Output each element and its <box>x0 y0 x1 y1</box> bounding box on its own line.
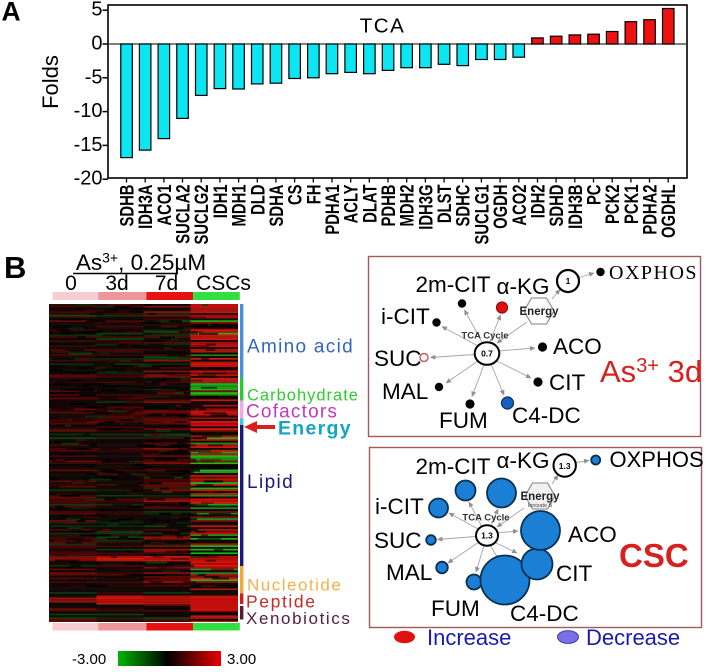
svg-text:Folds: Folds <box>38 55 63 109</box>
svg-text:TCA Cycle: TCA Cycle <box>461 331 508 342</box>
svg-text:IDH3B: IDH3B <box>565 185 586 229</box>
svg-text:α-KG: α-KG <box>496 448 549 473</box>
svg-text:Xenobiotics: Xenobiotics <box>246 609 352 628</box>
svg-text:1.3: 1.3 <box>481 531 493 541</box>
svg-text:C4-DC: C4-DC <box>512 403 581 428</box>
svg-text:B: B <box>4 250 26 285</box>
svg-text:ACLY: ACLY <box>341 184 362 223</box>
svg-text:CSC: CSC <box>619 537 689 574</box>
svg-text:Nucleotide: Nucleotide <box>247 576 342 595</box>
svg-text:IDH3G: IDH3G <box>416 185 437 230</box>
svg-text:ACO2: ACO2 <box>509 185 530 226</box>
svg-text:Cofactors: Cofactors <box>246 402 338 423</box>
svg-text:SUCLA2: SUCLA2 <box>173 185 194 244</box>
svg-text:7d: 7d <box>155 272 178 295</box>
svg-text:Energy: Energy <box>278 418 352 440</box>
svg-text:SDHC: SDHC <box>453 185 474 227</box>
svg-text:-10: -10 <box>74 100 103 122</box>
svg-text:i-CIT: i-CIT <box>381 304 430 329</box>
svg-text:PCK1: PCK1 <box>621 185 642 224</box>
svg-text:3d: 3d <box>105 272 128 295</box>
svg-text:Increase: Increase <box>427 625 511 650</box>
svg-text:0: 0 <box>65 272 77 295</box>
svg-text:PCK2: PCK2 <box>602 185 623 224</box>
svg-text:Ionizate B: Ionizate B <box>528 503 553 509</box>
svg-text:2m-CIT: 2m-CIT <box>416 454 491 479</box>
svg-text:α-KG: α-KG <box>496 274 549 299</box>
svg-text:MAL: MAL <box>382 379 428 404</box>
svg-text:PC: PC <box>584 185 605 206</box>
svg-text:PDHA2: PDHA2 <box>640 185 661 235</box>
svg-text:Decrease: Decrease <box>586 625 680 650</box>
svg-text:FUM: FUM <box>431 596 480 621</box>
svg-text:MDH2: MDH2 <box>397 185 418 227</box>
svg-text:FH: FH <box>304 185 325 205</box>
svg-text:Lipid: Lipid <box>247 472 294 493</box>
svg-text:Carbohydrate: Carbohydrate <box>247 387 359 405</box>
svg-text:0.7: 0.7 <box>481 349 493 359</box>
svg-text:2m-CIT: 2m-CIT <box>416 272 491 297</box>
svg-text:As3+ 3d: As3+ 3d <box>600 354 702 389</box>
svg-text:i-CIT: i-CIT <box>375 494 424 519</box>
svg-text:PDHA1: PDHA1 <box>322 185 343 235</box>
svg-text:FUM: FUM <box>439 408 488 433</box>
svg-text:As3+, 0.25µM: As3+, 0.25µM <box>76 250 206 276</box>
svg-text:0: 0 <box>91 33 102 55</box>
svg-text:C4-DC: C4-DC <box>510 601 579 626</box>
svg-text:TCA Cycle: TCA Cycle <box>462 513 509 524</box>
svg-text:SUC: SUC <box>374 346 422 371</box>
svg-text:-3.00: -3.00 <box>72 651 106 668</box>
svg-text:OGDHL: OGDHL <box>658 185 679 238</box>
svg-text:3.00: 3.00 <box>227 651 256 668</box>
svg-text:OXPHOS: OXPHOS <box>609 262 698 284</box>
svg-text:IDH1: IDH1 <box>210 185 231 219</box>
svg-text:Energy: Energy <box>521 491 561 503</box>
svg-text:ACO: ACO <box>553 334 602 359</box>
svg-text:Amino acid: Amino acid <box>247 337 354 358</box>
svg-text:SDHD: SDHD <box>546 185 567 227</box>
svg-text:-15: -15 <box>74 134 103 156</box>
svg-text:-5: -5 <box>85 66 103 88</box>
svg-text:SUCLG1: SUCLG1 <box>472 185 493 245</box>
svg-text:CSCs: CSCs <box>196 272 251 295</box>
svg-text:CIT: CIT <box>549 370 586 395</box>
svg-text:CS: CS <box>285 185 306 206</box>
svg-text:IDH3A: IDH3A <box>135 185 156 229</box>
svg-text:MAL: MAL <box>386 560 432 585</box>
svg-text:MDH1: MDH1 <box>229 185 250 227</box>
svg-text:DLAT: DLAT <box>360 184 381 223</box>
svg-text:5: 5 <box>91 0 102 21</box>
svg-text:1.3: 1.3 <box>559 461 571 471</box>
svg-text:OXPHOS: OXPHOS <box>610 447 704 472</box>
svg-text:Peptide: Peptide <box>246 592 317 612</box>
svg-text:1: 1 <box>566 276 571 286</box>
svg-text:ACO1: ACO1 <box>154 185 175 226</box>
svg-text:OGDH: OGDH <box>490 185 511 229</box>
svg-text:DLST: DLST <box>434 184 455 223</box>
svg-text:SUC: SUC <box>374 528 422 553</box>
svg-text:TCA: TCA <box>360 15 406 38</box>
svg-text:A: A <box>2 0 21 27</box>
svg-text:SUCLG2: SUCLG2 <box>191 185 212 245</box>
svg-text:PDHB: PDHB <box>378 185 399 227</box>
svg-text:SDHA: SDHA <box>266 185 287 227</box>
svg-text:Energy: Energy <box>520 306 560 318</box>
svg-text:-20: -20 <box>74 168 103 190</box>
svg-text:IDH2: IDH2 <box>528 185 549 219</box>
svg-text:CIT: CIT <box>556 561 593 586</box>
svg-text:ACO: ACO <box>568 522 617 547</box>
svg-text:DLD: DLD <box>248 185 269 215</box>
svg-text:SDHB: SDHB <box>117 185 138 227</box>
